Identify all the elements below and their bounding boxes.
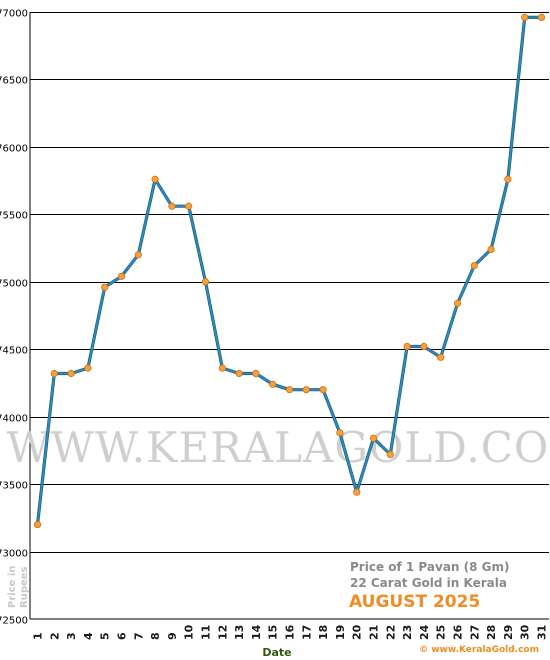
data-point [269, 380, 277, 388]
data-point [134, 251, 142, 259]
y-tick-label: 72500 [0, 616, 28, 627]
x-tick-label: 20 [351, 624, 364, 640]
x-tick-label: 13 [233, 625, 246, 640]
data-point [453, 299, 462, 307]
data-point [336, 429, 344, 437]
y-axis-label-line-2: Rupees [19, 566, 30, 608]
x-tick-label: 14 [250, 624, 263, 640]
data-point [403, 342, 411, 351]
y-tick-label: 74000 [0, 414, 28, 425]
y-tick-labels: 72500 73000 73500 74000 74500 75000 75500 76000… [0, 9, 28, 627]
data-point [504, 175, 512, 183]
y-tick-label: 76500 [0, 76, 28, 87]
data-point [537, 13, 546, 21]
data-point [235, 369, 243, 378]
y-axis-label-line-1: Price in [7, 566, 18, 608]
x-tick-label: 11 [200, 625, 213, 640]
x-tick-label: 6 [116, 632, 129, 640]
data-point [185, 202, 193, 210]
data-point [218, 364, 226, 372]
x-tick-label: 24 [418, 624, 431, 640]
x-tick-label: 17 [300, 625, 313, 640]
data-point [521, 13, 529, 21]
x-tick-label: 19 [334, 625, 347, 640]
x-tick-label: 9 [166, 632, 179, 640]
y-tick-label: 74500 [0, 346, 28, 357]
y-tick-label: 73500 [0, 481, 28, 492]
x-tick-label: 21 [368, 625, 381, 640]
y-tick-label: 77000 [0, 9, 28, 20]
data-point [369, 434, 378, 442]
x-tick-label: 27 [468, 625, 481, 640]
x-tick-label: 3 [65, 632, 78, 640]
watermark: WWW.KERALAGOLD.COM [7, 423, 550, 472]
x-tick-label: 30 [519, 624, 532, 640]
x-tick-label: 15 [267, 625, 280, 640]
x-tick-label: 23 [401, 625, 414, 640]
x-tick-label: 10 [183, 624, 196, 640]
y-tick-label: 75000 [0, 279, 28, 290]
data-point [302, 386, 310, 394]
x-tick-label: 16 [284, 624, 297, 640]
data-point [33, 520, 42, 529]
x-tick-label: 8 [149, 632, 162, 640]
x-tick-label: 31 [536, 625, 549, 640]
data-point [437, 353, 445, 361]
data-point [353, 488, 361, 496]
data-point [50, 369, 58, 378]
annotation-line-2: 22 Carat Gold in Kerala [350, 576, 507, 590]
x-tick-labels: 1 2 3 4 5 6 7 8 9 10 11 12 13 14 15 16 17 18 19 20 21 22 23 24 2… [32, 624, 549, 640]
data-point [285, 386, 294, 394]
data-point [201, 278, 210, 286]
x-tick-label: 25 [435, 625, 448, 640]
data-point [386, 450, 394, 459]
x-tick-label: 5 [99, 632, 112, 640]
site-credit: © www.KeralaGold.com [419, 645, 539, 655]
y-tick-label: 75500 [0, 211, 28, 222]
x-tick-label: 12 [216, 625, 229, 640]
x-tick-label: 4 [82, 632, 95, 640]
x-tick-label: 26 [452, 624, 465, 640]
data-point [420, 342, 428, 351]
x-tick-label: 28 [485, 625, 498, 640]
y-tick-label: 73000 [0, 549, 28, 560]
price-series [33, 13, 546, 529]
data-point [84, 364, 92, 372]
x-tick-label: 29 [502, 625, 515, 640]
grid-lines [29, 12, 549, 620]
data-point [67, 369, 75, 378]
x-tick-label: 7 [132, 632, 145, 640]
data-point [151, 175, 159, 183]
data-point [117, 272, 126, 280]
data-point [168, 202, 176, 210]
data-point [319, 386, 327, 394]
x-tick-label: 22 [384, 625, 397, 640]
x-tick-label: 18 [317, 625, 330, 640]
x-axis-label: Date [262, 646, 291, 659]
annotation-month: AUGUST 2025 [349, 592, 480, 612]
data-point [252, 369, 260, 378]
x-tick-label: 2 [48, 632, 61, 640]
annotation-line-1: Price of 1 Pavan (8 Gm) [350, 560, 510, 574]
data-point [470, 261, 478, 270]
data-point [101, 283, 109, 291]
data-point [487, 245, 495, 254]
y-tick-label: 76000 [0, 144, 28, 155]
x-tick-label: 1 [32, 632, 45, 640]
